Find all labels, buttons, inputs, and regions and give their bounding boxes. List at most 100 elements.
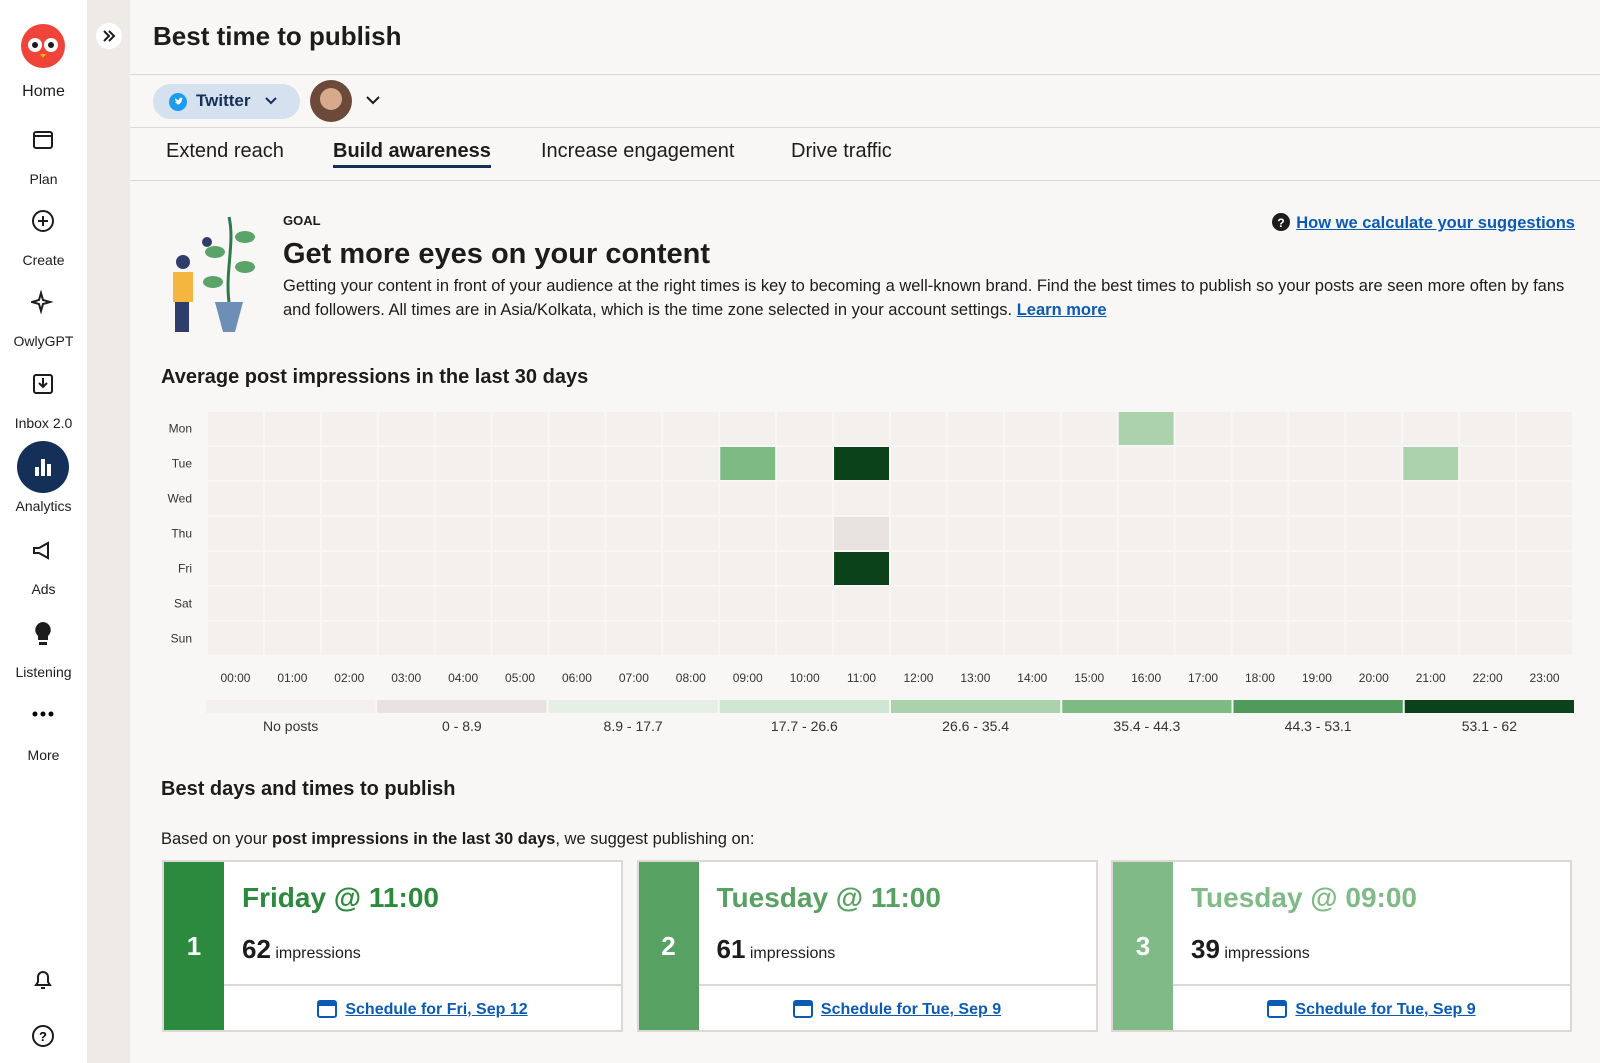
nav-label[interactable]: Home <box>22 83 65 100</box>
inbox-icon[interactable] <box>31 372 55 396</box>
network-selector[interactable]: Twitter <box>153 84 300 119</box>
empty-cell[interactable] <box>549 517 605 550</box>
empty-cell[interactable] <box>947 482 1003 515</box>
empty-cell[interactable] <box>606 587 662 620</box>
empty-cell[interactable] <box>891 482 946 515</box>
empty-cell[interactable] <box>321 447 377 480</box>
empty-cell[interactable] <box>1460 587 1516 620</box>
empty-cell[interactable] <box>1232 447 1288 480</box>
empty-cell[interactable] <box>1118 447 1174 480</box>
empty-cell[interactable] <box>1004 482 1060 515</box>
empty-cell[interactable] <box>720 412 776 445</box>
empty-cell[interactable] <box>1175 552 1231 585</box>
cell[interactable] <box>834 552 889 585</box>
empty-cell[interactable] <box>1346 412 1402 445</box>
empty-cell[interactable] <box>1346 482 1402 515</box>
empty-cell[interactable] <box>1061 447 1117 480</box>
empty-cell[interactable] <box>1517 412 1572 445</box>
empty-cell[interactable] <box>663 622 719 655</box>
empty-cell[interactable] <box>208 482 263 515</box>
empty-cell[interactable] <box>378 517 434 550</box>
empty-cell[interactable] <box>549 412 605 445</box>
empty-cell[interactable] <box>1232 622 1288 655</box>
empty-cell[interactable] <box>891 447 946 480</box>
empty-cell[interactable] <box>834 482 889 515</box>
empty-cell[interactable] <box>606 412 662 445</box>
empty-cell[interactable] <box>1061 517 1117 550</box>
empty-cell[interactable] <box>947 447 1003 480</box>
empty-cell[interactable] <box>435 447 491 480</box>
logo[interactable] <box>17 18 69 70</box>
empty-cell[interactable] <box>947 622 1003 655</box>
empty-cell[interactable] <box>777 517 833 550</box>
ads-icon[interactable] <box>31 539 55 563</box>
empty-cell[interactable] <box>606 517 662 550</box>
cell[interactable] <box>1118 412 1174 445</box>
empty-cell[interactable] <box>208 447 263 480</box>
empty-cell[interactable] <box>1175 587 1231 620</box>
empty-cell[interactable] <box>435 552 491 585</box>
empty-cell[interactable] <box>777 587 833 620</box>
nav-label[interactable]: Analytics <box>15 498 72 514</box>
empty-cell[interactable] <box>891 412 946 445</box>
empty-cell[interactable] <box>321 622 377 655</box>
empty-cell[interactable] <box>549 482 605 515</box>
empty-cell[interactable] <box>606 447 662 480</box>
tab[interactable]: Extend reach <box>166 140 284 162</box>
empty-cell[interactable] <box>1175 482 1231 515</box>
empty-cell[interactable] <box>378 552 434 585</box>
empty-cell[interactable] <box>720 517 776 550</box>
empty-cell[interactable] <box>1346 552 1402 585</box>
empty-cell[interactable] <box>492 587 548 620</box>
empty-cell[interactable] <box>1004 587 1060 620</box>
empty-cell[interactable] <box>208 412 263 445</box>
empty-cell[interactable] <box>720 552 776 585</box>
empty-cell[interactable] <box>1460 412 1516 445</box>
empty-cell[interactable] <box>264 622 320 655</box>
empty-cell[interactable] <box>1175 622 1231 655</box>
notifications-icon[interactable] <box>31 968 55 992</box>
more-icon[interactable] <box>31 708 55 720</box>
schedule-link[interactable]: Schedule for Tue, Sep 9 <box>1295 1001 1476 1018</box>
nav-label[interactable]: Listening <box>15 664 72 680</box>
empty-cell[interactable] <box>606 622 662 655</box>
empty-cell[interactable] <box>777 482 833 515</box>
empty-cell[interactable] <box>435 622 491 655</box>
empty-cell[interactable] <box>891 552 946 585</box>
empty-cell[interactable] <box>834 587 889 620</box>
empty-cell[interactable] <box>321 517 377 550</box>
empty-cell[interactable] <box>1118 517 1174 550</box>
empty-cell[interactable] <box>208 517 263 550</box>
empty-cell[interactable] <box>378 587 434 620</box>
empty-cell[interactable] <box>777 552 833 585</box>
empty-cell[interactable] <box>834 622 889 655</box>
empty-cell[interactable] <box>378 447 434 480</box>
empty-cell[interactable] <box>1175 412 1231 445</box>
empty-cell[interactable] <box>1460 482 1516 515</box>
empty-cell[interactable] <box>1004 552 1060 585</box>
empty-cell[interactable] <box>435 587 491 620</box>
empty-cell[interactable] <box>264 517 320 550</box>
empty-cell[interactable] <box>1004 447 1060 480</box>
tab[interactable]: Build awareness <box>333 140 491 168</box>
empty-cell[interactable] <box>435 517 491 550</box>
empty-cell[interactable] <box>1403 412 1459 445</box>
listening-icon[interactable] <box>31 620 55 646</box>
empty-cell[interactable] <box>1232 587 1288 620</box>
empty-cell[interactable] <box>720 622 776 655</box>
tab[interactable]: Increase engagement <box>541 140 735 162</box>
empty-cell[interactable] <box>1061 412 1117 445</box>
empty-cell[interactable] <box>1517 482 1572 515</box>
empty-cell[interactable] <box>663 587 719 620</box>
empty-cell[interactable] <box>1460 517 1516 550</box>
empty-cell[interactable] <box>1232 482 1288 515</box>
empty-cell[interactable] <box>1232 517 1288 550</box>
empty-cell[interactable] <box>1175 447 1231 480</box>
empty-cell[interactable] <box>1061 622 1117 655</box>
empty-cell[interactable] <box>1289 552 1345 585</box>
empty-cell[interactable] <box>264 412 320 445</box>
empty-cell[interactable] <box>1403 622 1459 655</box>
empty-cell[interactable] <box>1118 622 1174 655</box>
empty-cell[interactable] <box>492 447 548 480</box>
empty-cell[interactable] <box>1289 447 1345 480</box>
